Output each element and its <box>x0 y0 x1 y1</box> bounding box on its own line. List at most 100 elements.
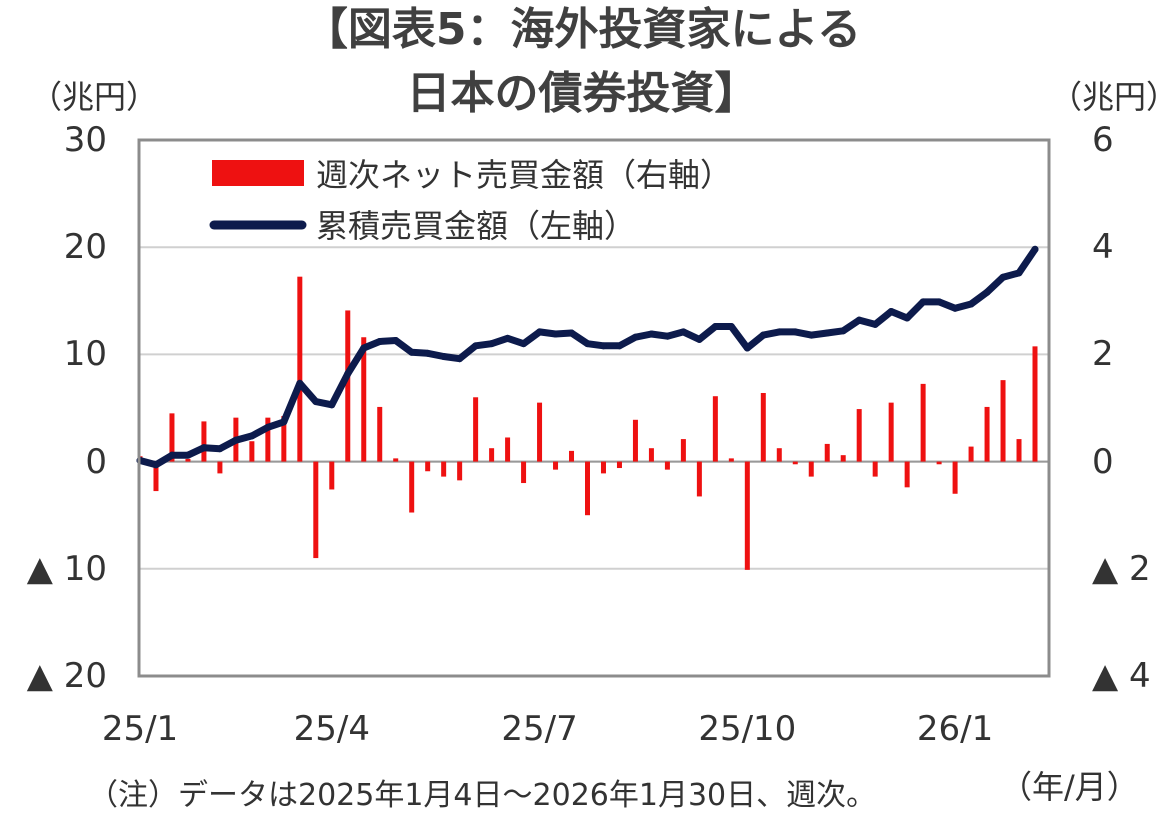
cumulative-point <box>647 330 655 338</box>
x-tick-label: 25/4 <box>293 709 370 749</box>
cumulative-point <box>488 340 496 348</box>
chart-title-line-1: 【図表5：海外投資家による <box>303 4 862 55</box>
cumulative-point <box>983 288 991 296</box>
weekly-net-bar <box>616 461 622 469</box>
weekly-net-bar <box>728 458 734 462</box>
left-y-tick-label: 10 <box>63 334 107 375</box>
cumulative-point <box>456 355 464 363</box>
cumulative-point <box>759 331 767 339</box>
cumulative-point <box>599 342 607 350</box>
weekly-net-bar <box>169 413 175 462</box>
cumulative-point <box>392 336 400 344</box>
cumulative-point <box>967 300 975 308</box>
left-y-tick-label: 30 <box>63 120 107 160</box>
x-tick-label: 26/1 <box>916 709 994 749</box>
left-axis-unit: （兆円） <box>30 78 159 116</box>
cumulative-point <box>216 445 224 453</box>
weekly-net-bar <box>920 383 926 462</box>
weekly-net-bar <box>569 450 575 462</box>
weekly-net-bar <box>457 461 463 481</box>
left-y-tick-label: 0 <box>85 441 107 482</box>
weekly-net-bar <box>1016 439 1022 462</box>
cumulative-point <box>584 340 591 348</box>
weekly-net-bar <box>1000 380 1006 462</box>
weekly-net-bar <box>153 461 159 492</box>
cumulative-point <box>536 328 544 336</box>
weekly-net-bar <box>840 455 846 462</box>
weekly-net-bar <box>712 396 718 462</box>
weekly-net-bar <box>776 448 782 462</box>
cumulative-point <box>855 316 863 324</box>
weekly-net-bar <box>936 461 942 465</box>
weekly-net-bar <box>313 461 319 559</box>
cumulative-point <box>328 401 336 409</box>
weekly-net-bar <box>297 276 303 462</box>
weekly-net-bar <box>393 458 399 462</box>
weekly-net-bar <box>249 441 255 462</box>
cumulative-point <box>552 330 560 338</box>
weekly-net-bar <box>521 461 527 484</box>
cumulative-line <box>136 245 1039 469</box>
weekly-net-bar <box>680 439 686 462</box>
cumulative-point <box>663 332 671 340</box>
cumulative-point <box>248 432 256 440</box>
weekly-net-bar <box>824 443 830 462</box>
cumulative-point <box>631 333 639 341</box>
weekly-net-bar <box>1032 346 1038 462</box>
cumulative-point <box>408 348 416 356</box>
cumulative-point <box>775 328 783 336</box>
cumulative-point <box>520 340 528 348</box>
cumulative-point <box>935 298 943 306</box>
right-y-tick-label: 4 <box>1092 227 1114 268</box>
cumulative-point <box>1031 245 1039 253</box>
cumulative-point <box>999 273 1007 281</box>
weekly-net-bar <box>952 461 958 494</box>
weekly-net-bar <box>265 417 271 462</box>
weekly-net-bar <box>585 461 590 516</box>
right-axis-unit: （兆円） <box>1050 78 1165 116</box>
cumulative-point <box>711 323 719 331</box>
cumulative-point <box>168 451 176 459</box>
weekly-net-bar <box>329 461 335 490</box>
cumulative-point <box>823 329 831 337</box>
weekly-net-bar <box>473 397 479 462</box>
cumulative-point <box>679 328 687 336</box>
weekly-net-bar <box>856 409 862 462</box>
x-tick-label: 25/10 <box>698 709 797 749</box>
weekly-net-bar <box>904 461 910 488</box>
cumulative-point <box>424 349 432 357</box>
legend-bar-label: 週次ネット売買金額（右軸） <box>316 156 732 194</box>
cumulative-point <box>200 444 208 452</box>
weekly-net-bar <box>872 461 878 477</box>
cumulative-point <box>152 461 160 469</box>
cumulative-point <box>615 342 623 350</box>
left-y-tick-label: ▲ 20 <box>26 656 107 696</box>
x-axis-unit: （年/月） <box>1000 768 1139 806</box>
cumulative-point <box>743 344 751 352</box>
cumulative-point <box>472 342 480 350</box>
cumulative-point <box>264 423 272 431</box>
weekly-net-bar <box>441 461 447 477</box>
weekly-net-bar <box>185 458 191 462</box>
weekly-net-bar <box>600 461 606 474</box>
legend-line-label: 累積売買金額（左軸） <box>316 207 636 245</box>
cumulative-point <box>839 327 847 335</box>
cumulative-point <box>344 370 352 378</box>
weekly-net-bar <box>792 461 798 465</box>
cumulative-point <box>360 344 368 352</box>
chart-title-line-2: 日本の債券投資】 <box>406 68 759 119</box>
weekly-net-bar <box>553 461 559 470</box>
cumulative-point <box>919 298 927 306</box>
right-y-tick-label: 6 <box>1092 120 1114 160</box>
right-y-tick-label: ▲ 4 <box>1092 656 1151 696</box>
cumulative-point <box>440 353 448 361</box>
legend-bar-swatch <box>212 160 304 186</box>
cumulative-point <box>871 320 879 328</box>
cumulative-point <box>376 338 384 346</box>
weekly-net-bar <box>664 461 670 470</box>
weekly-net-bar <box>361 337 367 462</box>
weekly-net-bar <box>409 461 415 513</box>
cumulative-point <box>695 335 703 343</box>
cumulative-point <box>1015 269 1023 277</box>
